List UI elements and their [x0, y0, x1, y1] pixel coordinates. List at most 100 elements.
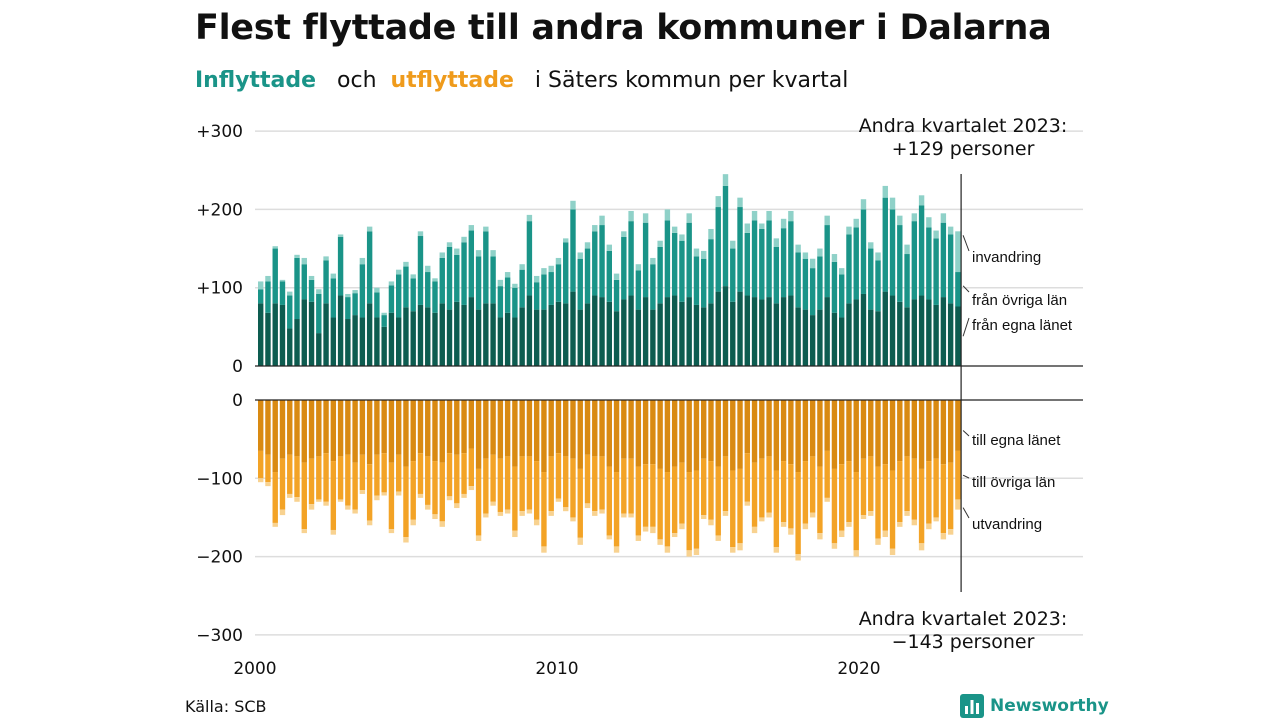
bar-outflow-emigration — [686, 550, 692, 557]
bar-outflow-emigration — [780, 522, 787, 527]
bar-outflow-other — [911, 458, 918, 520]
bar-inflow-other — [744, 232, 750, 296]
bar-outflow-emigration — [606, 535, 612, 540]
bar-inflow-immigration — [773, 238, 780, 247]
bar-outflow-other — [287, 454, 293, 494]
bar-outflow-emigration — [497, 511, 504, 516]
bar-inflow-immigration — [686, 213, 692, 223]
bar-outflow-emigration — [788, 528, 794, 535]
bar-inflow-other — [722, 185, 729, 287]
bar-inflow-other — [504, 277, 511, 313]
bar-inflow-immigration — [454, 248, 460, 255]
bar-inflow-other — [454, 254, 460, 302]
bar-outflow-emigration — [809, 512, 816, 518]
bar-outflow-local — [301, 400, 307, 463]
bar-outflow-emigration — [381, 492, 387, 496]
bar-outflow-other — [846, 461, 852, 523]
bar-outflow-local — [613, 400, 620, 473]
bar-outflow-local — [504, 400, 511, 457]
bar-outflow-local — [831, 400, 838, 469]
bar-inflow-immigration — [345, 293, 351, 298]
bar-outflow-local — [606, 400, 612, 467]
bar-marks — [258, 174, 961, 561]
bar-inflow-immigration — [933, 230, 939, 239]
bar-outflow-local — [308, 400, 315, 459]
bar-outflow-other — [410, 461, 416, 520]
subtitle-rest: i Säters kommun per kvartal — [534, 68, 849, 93]
bar-outflow-emigration — [889, 548, 896, 556]
newsworthy-logo[interactable]: Newsworthy — [960, 692, 1109, 720]
bar-outflow-other — [875, 466, 881, 539]
bar-outflow-emigration — [751, 526, 758, 534]
bar-inflow-local — [918, 295, 925, 366]
bar-outflow-emigration — [446, 496, 453, 501]
bar-outflow-other — [345, 454, 351, 506]
bar-outflow-emigration — [490, 501, 496, 506]
bar-inflow-local — [897, 301, 903, 366]
bar-outflow-local — [337, 400, 344, 457]
bar-outflow-emigration — [265, 482, 271, 487]
bar-inflow-other — [359, 264, 366, 318]
bar-inflow-immigration — [287, 291, 293, 296]
bar-outflow-local — [824, 400, 830, 451]
bar-inflow-local — [947, 303, 954, 366]
bar-outflow-local — [258, 400, 264, 451]
bar-inflow-immigration — [621, 231, 627, 237]
bar-outflow-local — [860, 400, 867, 459]
bar-inflow-local — [599, 297, 605, 366]
bar-inflow-other — [904, 254, 910, 308]
bar-outflow-local — [715, 400, 721, 467]
annotation-top-line2: +129 personer — [892, 138, 1035, 160]
bar-inflow-local — [374, 317, 380, 366]
bar-outflow-other — [715, 466, 721, 536]
bar-outflow-other — [359, 454, 366, 491]
bar-inflow-local — [657, 303, 663, 366]
bar-inflow-other — [657, 246, 663, 304]
bar-inflow-other — [737, 207, 743, 292]
bar-inflow-local — [621, 299, 627, 366]
bar-inflow-other — [388, 285, 395, 313]
bar-outflow-local — [446, 400, 453, 454]
bar-inflow-other — [809, 268, 816, 316]
bar-inflow-local — [708, 303, 714, 366]
bar-inflow-immigration — [359, 257, 366, 265]
bar-inflow-local — [548, 304, 554, 366]
bar-outflow-other — [773, 470, 780, 548]
bar-outflow-local — [403, 400, 409, 467]
bar-outflow-emigration — [722, 511, 729, 516]
bar-inflow-other — [730, 248, 736, 302]
bar-outflow-local — [773, 400, 780, 471]
bar-outflow-emigration — [359, 490, 366, 494]
bar-outflow-other — [374, 454, 380, 496]
bar-outflow-local — [671, 400, 678, 467]
bar-outflow-other — [366, 464, 373, 521]
bar-outflow-other — [628, 458, 634, 514]
bar-outflow-local — [679, 400, 685, 463]
bar-outflow-emigration — [403, 537, 409, 543]
bar-outflow-emigration — [570, 517, 576, 522]
bar-outflow-other — [853, 472, 859, 551]
bar-inflow-local — [366, 303, 373, 366]
bar-outflow-other — [279, 458, 286, 510]
bar-inflow-local — [744, 295, 750, 366]
bar-outflow-emigration — [337, 499, 344, 502]
bar-outflow-other — [701, 458, 707, 516]
bar-outflow-emigration — [330, 529, 337, 535]
bar-inflow-local — [773, 303, 780, 366]
bar-outflow-local — [475, 400, 482, 469]
bar-inflow-local — [490, 303, 496, 366]
bar-outflow-other — [918, 468, 925, 544]
bar-inflow-local — [839, 317, 845, 366]
bar-outflow-local — [657, 400, 663, 469]
bar-outflow-other — [497, 458, 504, 512]
bar-inflow-local — [642, 297, 649, 366]
bar-outflow-emigration — [926, 523, 932, 530]
bar-inflow-other — [642, 222, 649, 298]
bar-inflow-other — [555, 264, 562, 302]
bar-inflow-other — [381, 315, 387, 327]
bar-outflow-emigration — [272, 522, 278, 527]
bar-outflow-other — [737, 468, 743, 544]
bar-inflow-other — [519, 269, 525, 308]
bar-outflow-emigration — [802, 523, 809, 530]
bar-inflow-other — [846, 234, 852, 304]
